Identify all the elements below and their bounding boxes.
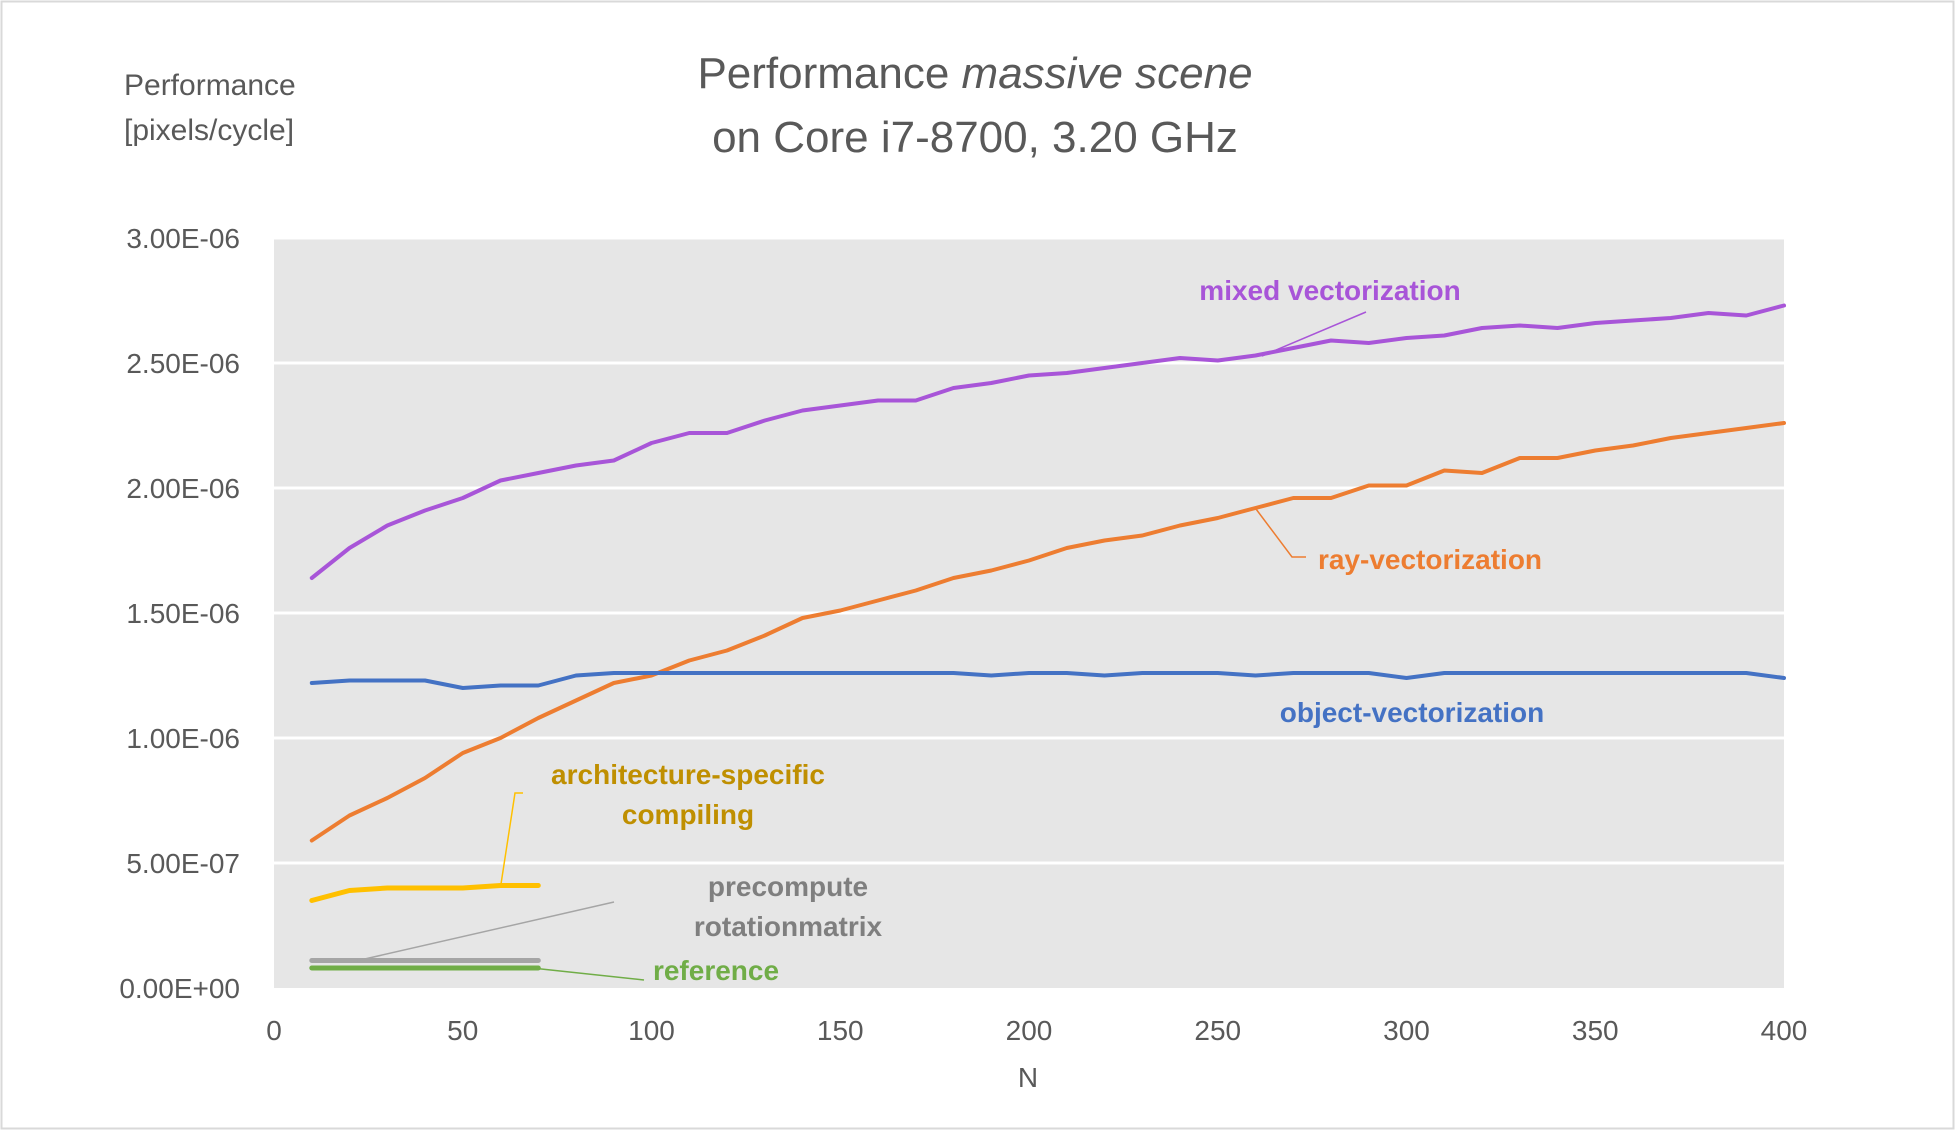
series-line-architecture-specific-compiling: [309, 883, 541, 903]
y-axis-label-line2: [pixels/cycle]: [124, 114, 294, 147]
y-tick-label: 0.00E+00: [119, 973, 240, 1004]
x-tick-label: 50: [447, 1015, 478, 1046]
x-tick-label: 400: [1761, 1015, 1808, 1046]
y-tick-label: 2.00E-06: [126, 473, 240, 504]
series-label-ray-vectorization: ray-vectorization: [1318, 544, 1542, 575]
series-label-precompute-rotationmatrix: precompute: [708, 871, 868, 902]
x-axis-label: N: [1018, 1062, 1038, 1093]
y-tick-label: 1.50E-06: [126, 598, 240, 629]
series-label-reference: reference: [653, 955, 779, 986]
leader-line-precompute-rotationmatrix: [355, 901, 615, 962]
series-label-object-vectorization: object-vectorization: [1280, 697, 1544, 728]
y-tick-label: 1.00E-06: [126, 723, 240, 754]
x-tick-label: 250: [1194, 1015, 1241, 1046]
leader-line-ray-vectorization: [1255, 508, 1306, 558]
series-label-architecture-specific-compiling: compiling: [622, 799, 754, 830]
series-line-ray-vectorization: [309, 421, 1786, 843]
y-tick-label: 3.00E-06: [126, 223, 240, 254]
chart-title-line2: on Core i7-8700, 3.20 GHz: [712, 113, 1238, 162]
x-tick-label: 0: [266, 1015, 282, 1046]
x-tick-label: 350: [1572, 1015, 1619, 1046]
leader-line-architecture-specific-compiling: [500, 792, 523, 885]
y-tick-label: 2.50E-06: [126, 348, 240, 379]
y-axis-label-line1: Performance: [124, 69, 296, 102]
series-label-architecture-specific-compiling: architecture-specific: [551, 759, 825, 790]
x-tick-label: 300: [1383, 1015, 1430, 1046]
series-line-mixed-vectorization: [309, 303, 1786, 580]
leader-line-mixed-vectorization: [1261, 311, 1367, 357]
series-label-mixed-vectorization: mixed vectorization: [1199, 275, 1460, 306]
series-line-object-vectorization: [309, 671, 1786, 690]
x-tick-label: 150: [817, 1015, 864, 1046]
x-tick-label: 100: [628, 1015, 675, 1046]
series-label-precompute-rotationmatrix: rotationmatrix: [694, 911, 883, 942]
y-tick-label: 5.00E-07: [126, 848, 240, 879]
leader-line-reference: [531, 967, 645, 981]
x-tick-label: 200: [1006, 1015, 1053, 1046]
plot-area: 0.00E+00 5.00E-07 1.00E-06 1.50E-06 2.00E-06…: [119, 223, 1807, 1046]
chart-title-line1: Performance massive scene: [697, 49, 1252, 98]
